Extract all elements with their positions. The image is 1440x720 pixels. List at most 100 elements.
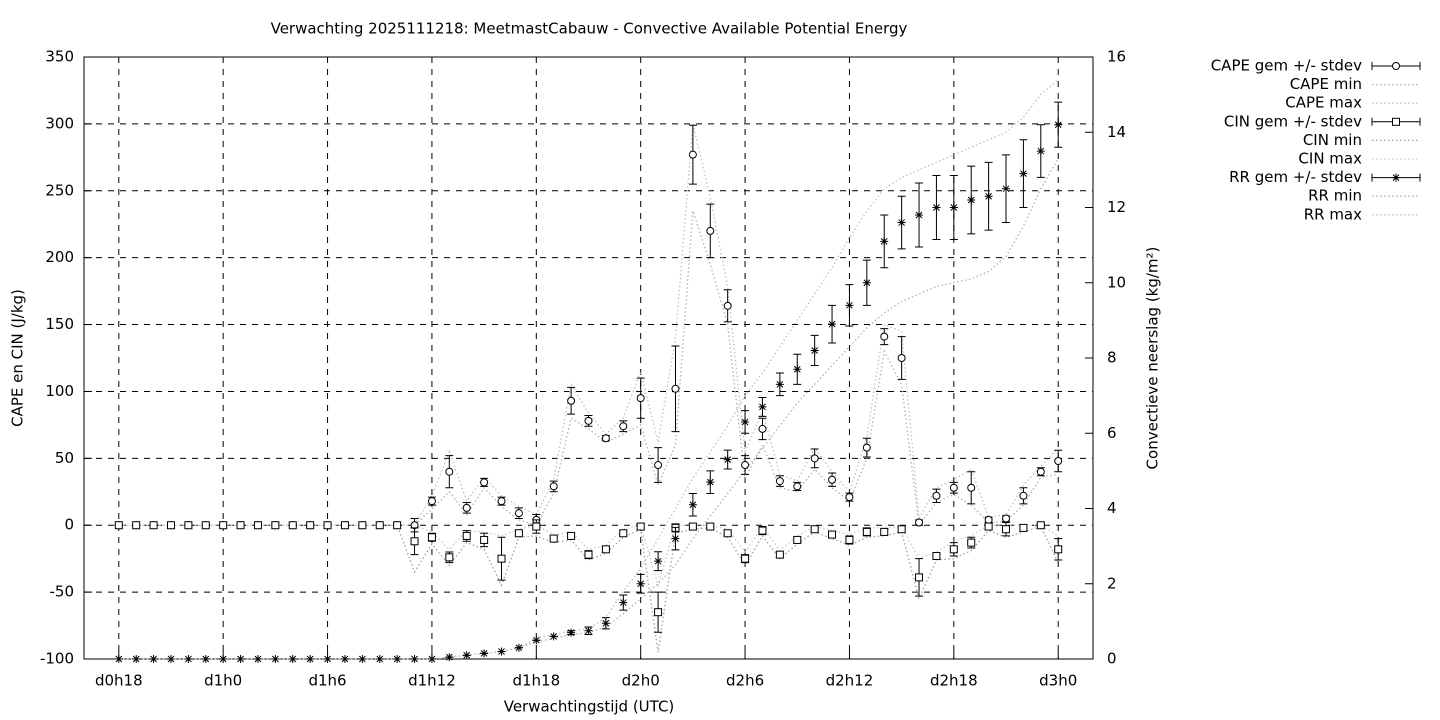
point [532,522,541,531]
point [567,531,576,540]
point [462,651,471,660]
y-tick-label: 350 [45,48,74,66]
point [393,521,402,530]
point [132,521,141,530]
y2-tick-label: 16 [1107,48,1126,66]
point [741,417,750,426]
point [967,538,976,547]
point [375,521,384,530]
point [949,203,958,212]
point [636,394,645,403]
point [723,455,732,464]
point [828,320,837,329]
chart-title: Verwachting 2025111218: MeetmastCabauw -… [271,20,908,38]
point [810,454,819,463]
point [793,365,802,374]
point [949,483,958,492]
y-tick-label: 200 [45,248,74,266]
point [984,522,993,531]
point [601,434,610,443]
point [967,483,976,492]
point [897,525,906,534]
point [688,150,697,159]
point [567,396,576,405]
legend-label: CAPE min [1290,75,1362,93]
point [340,521,349,530]
point [1054,457,1063,466]
legend-marker [1392,173,1400,182]
point [271,521,280,530]
point [654,608,663,617]
legend-label: CAPE gem +/- stdev [1211,57,1362,75]
point [514,529,523,538]
point [741,554,750,563]
y-tick-label: 0 [64,516,74,534]
point [932,203,941,212]
point [393,655,402,663]
y2-tick-label: 0 [1107,650,1117,668]
point [375,655,384,663]
point [1002,184,1011,193]
x-tick-label: d2h6 [726,672,764,690]
point [462,503,471,512]
point [340,655,349,663]
point [114,655,123,663]
x-axis-label: Verwachtingstijd (UTC) [504,698,675,716]
y-tick-label: 250 [45,181,74,199]
point [323,521,332,530]
point [1036,521,1045,530]
point [601,619,610,628]
point [706,226,715,235]
x-tick-label: d1h0 [204,672,242,690]
point [967,195,976,204]
point [671,384,680,393]
point [949,545,958,554]
point [1019,491,1028,500]
point [915,518,924,527]
point [149,521,158,530]
legend-marker [1392,62,1400,70]
point [132,655,141,663]
legend-label: CIN min [1303,131,1362,149]
point [897,354,906,362]
legend-marker [1392,117,1400,126]
y-axis-label: CAPE en CIN (J/kg) [9,289,27,427]
point [114,521,123,530]
point [828,475,837,484]
point [236,655,245,663]
point [828,530,837,539]
point [1019,169,1028,178]
point [775,550,784,559]
point [932,551,941,560]
point [984,515,993,524]
point [880,237,889,246]
point [845,301,854,310]
x-tick-label: d0h18 [95,672,143,690]
point [1002,525,1011,534]
point [201,521,210,530]
point [688,500,697,509]
point [358,655,367,663]
point [584,416,593,425]
point [149,655,158,663]
y2-tick-label: 10 [1107,273,1126,291]
y-tick-label: 50 [55,449,74,467]
point [306,521,315,530]
point [845,493,854,502]
point [184,655,193,663]
point [1036,147,1045,156]
point [775,380,784,389]
point [810,346,819,355]
point [549,534,558,543]
point [793,482,802,491]
point [410,537,419,546]
point [619,598,628,607]
point [619,529,628,538]
point [932,491,941,500]
point [306,655,315,663]
point [427,497,436,506]
point [358,521,367,530]
point [219,655,228,663]
y2-tick-label: 4 [1107,499,1117,517]
